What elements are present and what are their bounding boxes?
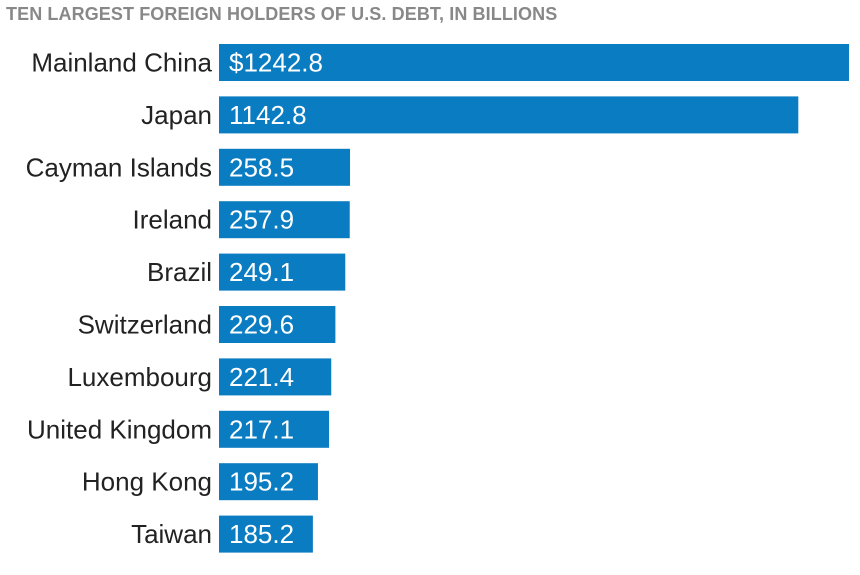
value-label-0: $1242.8	[229, 48, 323, 78]
category-label-0: Mainland China	[31, 48, 212, 78]
value-label-5: 229.6	[229, 310, 294, 340]
category-label-2: Cayman Islands	[26, 152, 212, 182]
bar-9	[219, 515, 313, 553]
category-label-4: Brazil	[147, 257, 212, 287]
value-label-8: 195.2	[229, 467, 294, 497]
bar-0	[219, 44, 849, 81]
value-label-2: 258.5	[229, 152, 294, 182]
bar-2	[219, 148, 351, 186]
bar-3	[219, 201, 350, 239]
bar-4	[219, 253, 346, 291]
category-label-3: Ireland	[133, 205, 213, 235]
value-label-6: 221.4	[229, 362, 294, 392]
category-label-5: Switzerland	[78, 310, 212, 340]
bar-1	[219, 96, 799, 134]
bar-5	[219, 306, 336, 343]
category-label-9: Taiwan	[131, 519, 212, 549]
category-label-7: United Kingdom	[27, 414, 212, 444]
value-label-3: 257.9	[229, 205, 294, 235]
value-label-4: 249.1	[229, 257, 294, 287]
chart-title: TEN LARGEST FOREIGN HOLDERS OF U.S. DEBT…	[6, 4, 558, 24]
category-label-6: Luxembourg	[67, 362, 212, 392]
bar-7	[219, 410, 330, 448]
category-label-1: Japan	[141, 100, 212, 130]
value-label-1: 1142.8	[229, 100, 307, 130]
category-label-8: Hong Kong	[82, 467, 212, 497]
value-label-9: 185.2	[229, 519, 294, 549]
value-label-7: 217.1	[229, 414, 294, 444]
bar-6	[219, 358, 332, 396]
bar-8	[219, 463, 318, 501]
